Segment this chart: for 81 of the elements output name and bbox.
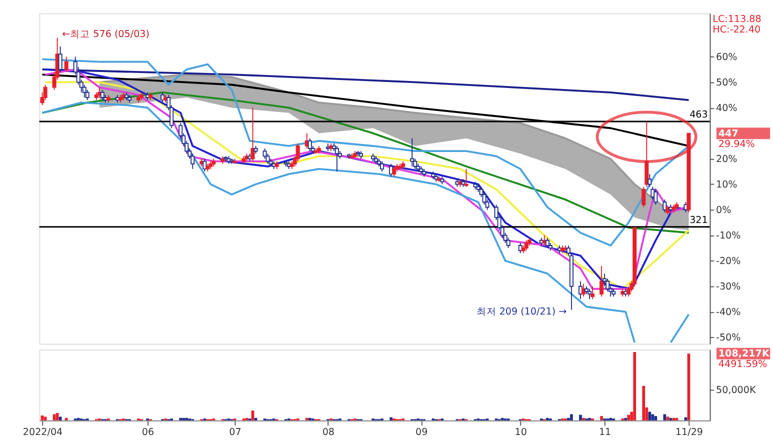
bar bbox=[305, 418, 308, 420]
annotation: 4491.59% bbox=[718, 359, 768, 370]
bar bbox=[179, 418, 182, 420]
bar bbox=[308, 418, 312, 420]
text: HC:-22.40 bbox=[712, 24, 761, 36]
bar bbox=[627, 414, 630, 420]
candlestick bbox=[642, 186, 646, 208]
candlestick bbox=[43, 84, 48, 101]
annotation: 447 bbox=[718, 128, 738, 140]
line-series bbox=[41, 68, 690, 102]
bar bbox=[567, 418, 570, 420]
candlestick bbox=[464, 168, 468, 188]
x-tick-label: 06 bbox=[142, 427, 154, 438]
candlestick bbox=[590, 286, 595, 300]
y-tick-label: 50,000K bbox=[716, 384, 756, 396]
x-tick-label: 11/29 bbox=[675, 427, 703, 438]
bar bbox=[666, 416, 670, 420]
bar bbox=[570, 414, 573, 420]
candlestick bbox=[308, 138, 312, 152]
annotation: 최저 209 (10/21) → bbox=[476, 306, 567, 318]
x-tick-label: 08 bbox=[322, 427, 334, 438]
candlestick bbox=[58, 46, 62, 72]
y-tick-label: -50% bbox=[716, 332, 741, 344]
bar bbox=[546, 418, 549, 420]
y-tick-label: -20% bbox=[716, 256, 741, 268]
bar bbox=[76, 418, 80, 420]
candlestick bbox=[662, 199, 667, 213]
bar bbox=[64, 418, 68, 420]
candlestick bbox=[202, 158, 207, 172]
y-tick-label: 50% bbox=[716, 78, 738, 89]
annotation: 108,217K bbox=[718, 348, 770, 360]
bar bbox=[52, 414, 56, 420]
y-tick-label: -30% bbox=[716, 282, 741, 293]
annotation: 29.94% bbox=[718, 138, 755, 150]
bar bbox=[642, 386, 646, 420]
candlestick bbox=[545, 237, 550, 249]
bar bbox=[185, 418, 188, 420]
candlestick bbox=[654, 188, 658, 206]
bar bbox=[600, 416, 603, 420]
y-tick-label: -40% bbox=[716, 307, 741, 318]
x-tick-label: 10 bbox=[514, 427, 527, 438]
bar bbox=[500, 418, 504, 420]
annotation: ←최고 576 (05/03) bbox=[62, 28, 150, 40]
candlestick bbox=[392, 166, 396, 178]
annotation: 321 bbox=[690, 215, 708, 226]
bar bbox=[633, 352, 636, 420]
candlestick bbox=[100, 89, 104, 101]
bar bbox=[390, 417, 392, 420]
bar bbox=[588, 418, 591, 420]
candlestick bbox=[250, 107, 255, 162]
candlestick bbox=[64, 56, 68, 72]
candlestick bbox=[600, 265, 604, 298]
bar bbox=[648, 412, 652, 420]
candlestick bbox=[524, 240, 528, 252]
y-tick-label: 40% bbox=[716, 103, 738, 114]
x-tick-label: 09 bbox=[416, 427, 428, 438]
candlestick bbox=[380, 160, 384, 172]
y-tick-label: 0% bbox=[716, 205, 732, 216]
bar bbox=[624, 418, 628, 420]
candlestick bbox=[334, 146, 339, 172]
bar bbox=[44, 416, 47, 420]
bar bbox=[579, 414, 582, 420]
y-tick-label: 20% bbox=[716, 154, 738, 166]
x-tick-label: 07 bbox=[229, 427, 242, 438]
candlestick bbox=[410, 138, 414, 167]
y-tick-label: -10% bbox=[716, 230, 741, 242]
candlestick bbox=[588, 288, 592, 300]
annotation: 463 bbox=[690, 110, 708, 121]
candlestick bbox=[648, 174, 652, 188]
bar bbox=[582, 418, 585, 420]
x-tick-label: 11 bbox=[598, 427, 612, 438]
bar bbox=[654, 416, 658, 420]
bar bbox=[663, 414, 666, 420]
y-tick-label: 60% bbox=[716, 52, 738, 64]
bar bbox=[182, 418, 186, 420]
text: LC:113.88 bbox=[712, 14, 762, 25]
bar bbox=[651, 414, 654, 420]
bar bbox=[609, 418, 612, 420]
y-tick-label: 10% bbox=[716, 180, 738, 191]
bar bbox=[58, 416, 62, 420]
x-tick-label: 2022/04 bbox=[22, 427, 63, 438]
